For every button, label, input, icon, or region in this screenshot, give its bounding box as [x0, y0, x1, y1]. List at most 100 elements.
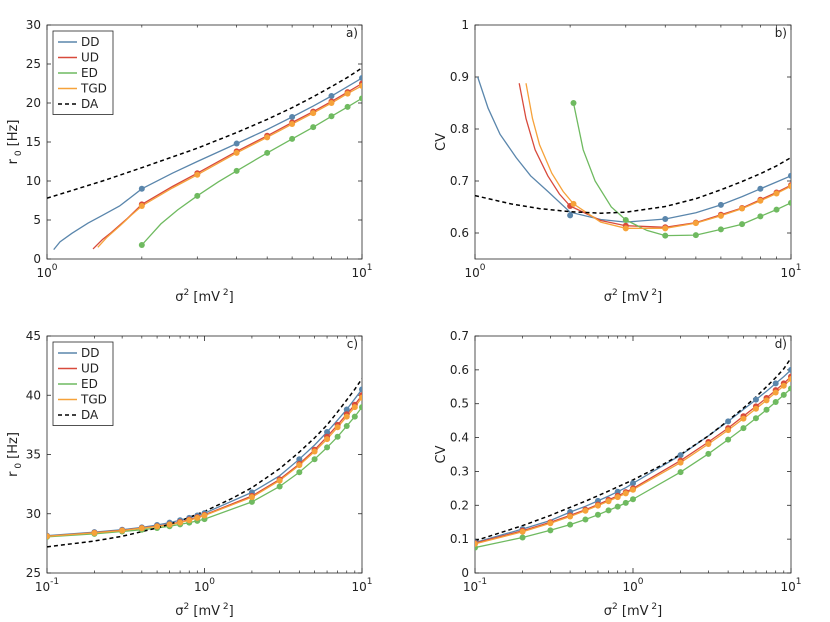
x-axis-label: σ2 [mV 2]: [175, 602, 233, 619]
y-tick-label: 0.8: [450, 122, 469, 136]
data-point-tgd: [138, 525, 145, 532]
y-tick-label: 0.2: [450, 498, 469, 512]
data-point-tgd: [570, 200, 577, 207]
x-tick-label: 101: [780, 577, 801, 594]
data-point-tgd: [692, 220, 699, 227]
data-point-dd: [296, 456, 303, 463]
series-line-dd: [475, 369, 791, 544]
data-point-dd: [772, 380, 779, 387]
x-label-close: ]: [229, 604, 234, 619]
data-point-ed: [773, 206, 780, 213]
legend-label-da: DA: [81, 97, 99, 111]
panel-letter: a): [346, 26, 358, 40]
data-point-dd: [343, 406, 350, 413]
data-point-ed: [310, 124, 317, 131]
y-axis-label-group: r 0 [Hz]: [6, 120, 24, 165]
y-tick-label: 0: [461, 566, 469, 580]
y-tick-label: 10: [26, 174, 41, 188]
data-point-ed: [343, 423, 350, 430]
data-point-tgd: [276, 477, 283, 484]
legend-label-tgd: TGD: [80, 82, 107, 96]
x-tick-exponent: 1: [367, 577, 373, 587]
data-point-tgd: [296, 462, 303, 469]
x-tick-exponent: 0: [209, 577, 215, 587]
data-point-tgd: [359, 394, 362, 401]
data-point-tgd: [605, 498, 612, 505]
plot-area: [47, 67, 362, 251]
data-point-ed: [614, 503, 621, 510]
data-point-ed: [725, 436, 732, 443]
data-point-ed: [677, 469, 684, 476]
data-point-ed: [740, 425, 747, 432]
legend-label-ud: UD: [81, 362, 99, 376]
x-tick-base: 10: [780, 266, 795, 280]
data-point-tgd: [324, 436, 331, 443]
data-point-ed: [788, 199, 791, 206]
data-point-tgd: [519, 528, 526, 535]
data-point-tgd: [328, 100, 335, 106]
x-tick-label: 100: [36, 263, 57, 280]
data-point-ed: [519, 534, 526, 541]
data-point-dd: [752, 396, 759, 403]
data-point-ed: [547, 527, 554, 534]
series-line-dd: [477, 76, 791, 223]
axes-box: [474, 24, 792, 260]
data-point-dd: [788, 172, 791, 179]
data-point-ed: [296, 469, 303, 476]
x-tick-base: 10: [351, 580, 366, 594]
y-label-main: CV: [434, 133, 449, 151]
y-label-unit: [Hz]: [6, 432, 21, 463]
data-point-ed: [788, 385, 791, 392]
data-point-tgd: [194, 171, 201, 178]
x-label-close: ]: [657, 604, 662, 619]
data-point-tgd: [547, 520, 554, 527]
data-point-dd: [757, 185, 764, 192]
data-point-tgd: [233, 149, 240, 156]
data-point-dd: [725, 418, 732, 425]
data-point-tgd: [344, 90, 351, 97]
x-label-unit: [mV: [189, 290, 220, 305]
y-label-main: r: [6, 158, 21, 164]
data-point-tgd: [757, 197, 764, 204]
legend-label-dd: DD: [81, 35, 99, 49]
data-point-tgd: [622, 490, 629, 497]
data-point-ed: [351, 413, 358, 420]
y-tick-label: 30: [26, 507, 41, 521]
data-point-dd: [324, 428, 331, 435]
x-label-close: ]: [229, 290, 234, 305]
data-point-tgd: [717, 212, 724, 219]
data-point-ed: [233, 167, 240, 174]
x-tick-base: 10: [780, 580, 795, 594]
data-point-tgd: [154, 523, 161, 530]
y-tick-label: 15: [26, 135, 41, 149]
data-point-ed: [324, 444, 331, 451]
legend-label-ud: UD: [81, 51, 99, 65]
x-tick-exponent: 1: [796, 263, 802, 273]
x-tick-label: 101: [351, 263, 372, 280]
y-tick-label: 0.6: [450, 226, 469, 240]
x-label-unit-sup: 2: [649, 288, 658, 298]
x-label-main: σ: [175, 290, 183, 305]
x-label-sup: 2: [612, 288, 618, 298]
y-label-main: r: [6, 471, 21, 477]
data-point-ed: [662, 232, 669, 239]
x-label-main: σ: [604, 290, 612, 305]
data-point-tgd: [763, 397, 770, 404]
legend-label-tgd: TGD: [80, 393, 107, 407]
plot-area: [47, 378, 362, 548]
data-point-ed: [605, 507, 612, 514]
x-tick-exponent: 0: [480, 263, 486, 273]
x-tick-label: 10-1: [463, 577, 487, 594]
data-point-tgd: [201, 512, 208, 519]
data-point-tgd: [788, 183, 791, 190]
series-line-dd: [53, 77, 362, 251]
y-tick-label: 1: [461, 18, 469, 32]
data-point-dd: [662, 215, 669, 222]
x-tick-exponent: -1: [50, 577, 59, 587]
y-tick-label: 40: [26, 388, 41, 402]
data-point-ed: [772, 399, 779, 406]
